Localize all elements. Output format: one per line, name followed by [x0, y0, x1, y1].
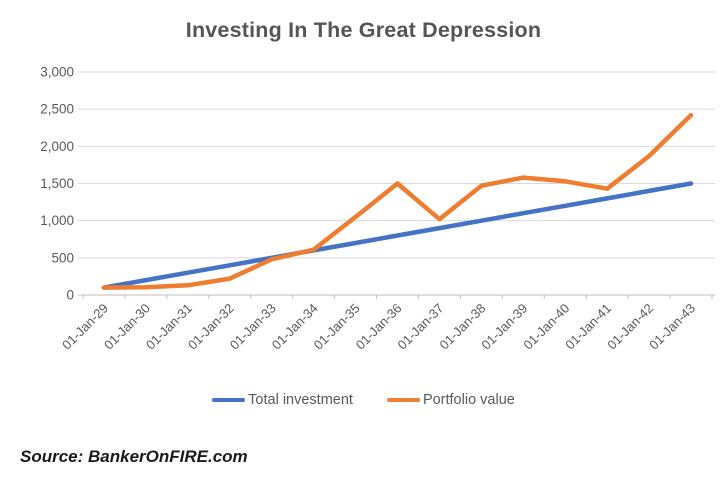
series-line-total-investment [101, 181, 694, 290]
y-axis-tick-label: 0 [66, 288, 74, 303]
chart-legend: Total investment Portfolio value [0, 392, 727, 408]
x-axis-tick-label: 01-Jan-43 [646, 301, 698, 353]
y-axis-tick-label: 2,000 [40, 139, 74, 154]
source-credit: Source: BankerOnFIRE.com [20, 447, 248, 466]
legend-item-portfolio-value: Portfolio value [386, 392, 515, 408]
chart-title: Investing In The Great Depression [185, 18, 542, 42]
legend-item-total-investment: Total investment [212, 392, 353, 408]
legend-label-total-investment: Total investment [248, 392, 353, 408]
legend-swatch-portfolio-value [386, 397, 420, 403]
y-axis-tick-label: 3,000 [40, 65, 74, 80]
y-axis-tick-label: 500 [51, 250, 74, 265]
legend-swatch-total-investment [212, 397, 246, 403]
y-axis-tick-label: 1,500 [40, 176, 74, 191]
legend-label-portfolio-value: Portfolio value [422, 392, 515, 408]
series-line-portfolio-value [101, 112, 694, 290]
y-axis-tick-label: 2,500 [40, 102, 74, 117]
y-axis-tick-label: 1,000 [40, 213, 74, 228]
